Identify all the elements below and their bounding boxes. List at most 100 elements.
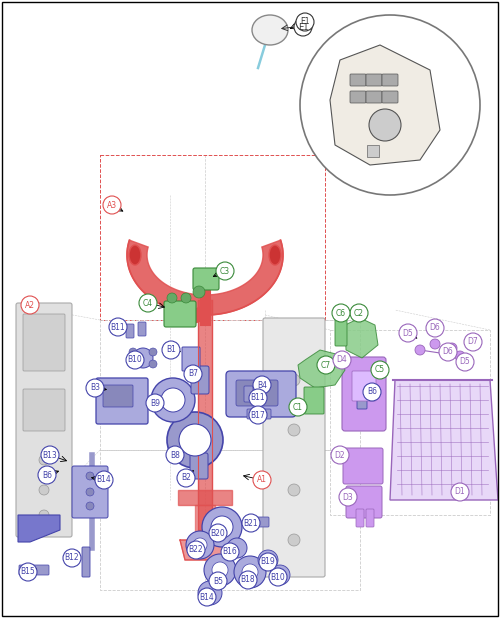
- Text: B18: B18: [240, 575, 256, 585]
- Circle shape: [181, 293, 191, 303]
- Text: D6: D6: [430, 323, 440, 332]
- Circle shape: [300, 15, 480, 195]
- Circle shape: [464, 333, 482, 351]
- Text: B10: B10: [270, 572, 285, 582]
- FancyBboxPatch shape: [23, 389, 65, 431]
- Circle shape: [126, 351, 144, 369]
- Polygon shape: [195, 505, 215, 540]
- Circle shape: [239, 571, 257, 589]
- Polygon shape: [190, 305, 205, 325]
- Circle shape: [288, 374, 300, 386]
- Text: C1: C1: [293, 402, 303, 412]
- Circle shape: [209, 524, 227, 542]
- Text: C2: C2: [354, 308, 364, 318]
- FancyBboxPatch shape: [23, 314, 65, 371]
- FancyBboxPatch shape: [247, 409, 271, 419]
- Circle shape: [133, 348, 153, 368]
- FancyBboxPatch shape: [190, 453, 208, 479]
- Text: C7: C7: [321, 360, 331, 370]
- FancyBboxPatch shape: [382, 74, 398, 86]
- Circle shape: [198, 588, 216, 606]
- Polygon shape: [198, 300, 212, 530]
- Text: E1: E1: [300, 17, 310, 27]
- FancyBboxPatch shape: [247, 517, 269, 527]
- Text: D2: D2: [334, 451, 345, 460]
- Circle shape: [234, 556, 266, 588]
- Circle shape: [187, 541, 205, 559]
- Circle shape: [129, 360, 137, 368]
- Circle shape: [209, 572, 227, 590]
- Circle shape: [193, 286, 205, 298]
- Text: A3: A3: [107, 200, 117, 210]
- Text: B21: B21: [244, 519, 258, 528]
- Circle shape: [19, 563, 37, 581]
- Circle shape: [258, 550, 278, 570]
- Text: D7: D7: [468, 337, 478, 347]
- Circle shape: [456, 353, 474, 371]
- Circle shape: [216, 262, 234, 280]
- Text: B11: B11: [110, 323, 126, 331]
- Circle shape: [161, 388, 185, 412]
- Bar: [100, 155, 325, 320]
- FancyBboxPatch shape: [382, 91, 398, 103]
- Polygon shape: [330, 45, 440, 165]
- Text: C4: C4: [143, 298, 153, 308]
- Circle shape: [288, 484, 300, 496]
- Circle shape: [212, 562, 228, 578]
- FancyBboxPatch shape: [343, 448, 383, 484]
- Ellipse shape: [129, 245, 141, 265]
- Circle shape: [211, 516, 233, 538]
- FancyBboxPatch shape: [138, 322, 146, 336]
- Text: B9: B9: [150, 399, 160, 407]
- Text: C6: C6: [336, 308, 346, 318]
- Text: B14: B14: [96, 475, 112, 485]
- Text: B11: B11: [250, 394, 266, 402]
- Circle shape: [242, 514, 260, 532]
- FancyBboxPatch shape: [263, 318, 325, 577]
- Circle shape: [193, 538, 207, 552]
- FancyBboxPatch shape: [182, 347, 200, 371]
- Circle shape: [39, 485, 49, 495]
- Polygon shape: [18, 515, 60, 542]
- Text: B5: B5: [213, 577, 223, 585]
- FancyBboxPatch shape: [366, 74, 382, 86]
- Circle shape: [249, 406, 267, 424]
- FancyBboxPatch shape: [342, 357, 386, 431]
- Circle shape: [339, 488, 357, 506]
- Circle shape: [296, 13, 314, 31]
- Circle shape: [167, 412, 223, 468]
- FancyBboxPatch shape: [19, 565, 49, 575]
- Ellipse shape: [252, 15, 288, 45]
- Circle shape: [288, 424, 300, 436]
- Circle shape: [162, 341, 180, 359]
- Circle shape: [186, 531, 214, 559]
- FancyBboxPatch shape: [164, 301, 196, 327]
- Polygon shape: [345, 318, 378, 358]
- FancyBboxPatch shape: [256, 383, 265, 399]
- Circle shape: [184, 365, 202, 383]
- Text: B15: B15: [20, 567, 36, 577]
- Polygon shape: [390, 380, 498, 500]
- Circle shape: [294, 18, 312, 36]
- Circle shape: [151, 378, 195, 422]
- FancyBboxPatch shape: [350, 91, 366, 103]
- Circle shape: [149, 348, 157, 356]
- Circle shape: [447, 343, 457, 353]
- FancyBboxPatch shape: [357, 379, 367, 409]
- Text: B19: B19: [260, 557, 276, 567]
- Text: D3: D3: [342, 493, 353, 501]
- Circle shape: [204, 554, 236, 586]
- Circle shape: [103, 196, 121, 214]
- Text: A1: A1: [257, 475, 267, 485]
- FancyBboxPatch shape: [335, 314, 347, 346]
- Text: D4: D4: [336, 355, 347, 365]
- Circle shape: [317, 356, 335, 374]
- Circle shape: [455, 351, 465, 361]
- Text: D1: D1: [454, 488, 466, 496]
- Text: B4: B4: [257, 381, 267, 389]
- Circle shape: [399, 324, 417, 342]
- FancyBboxPatch shape: [193, 268, 219, 290]
- Circle shape: [333, 351, 351, 369]
- Circle shape: [95, 471, 113, 489]
- Circle shape: [109, 318, 127, 336]
